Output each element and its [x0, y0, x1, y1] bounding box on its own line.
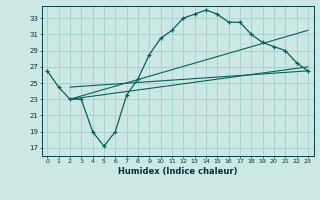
X-axis label: Humidex (Indice chaleur): Humidex (Indice chaleur)	[118, 167, 237, 176]
